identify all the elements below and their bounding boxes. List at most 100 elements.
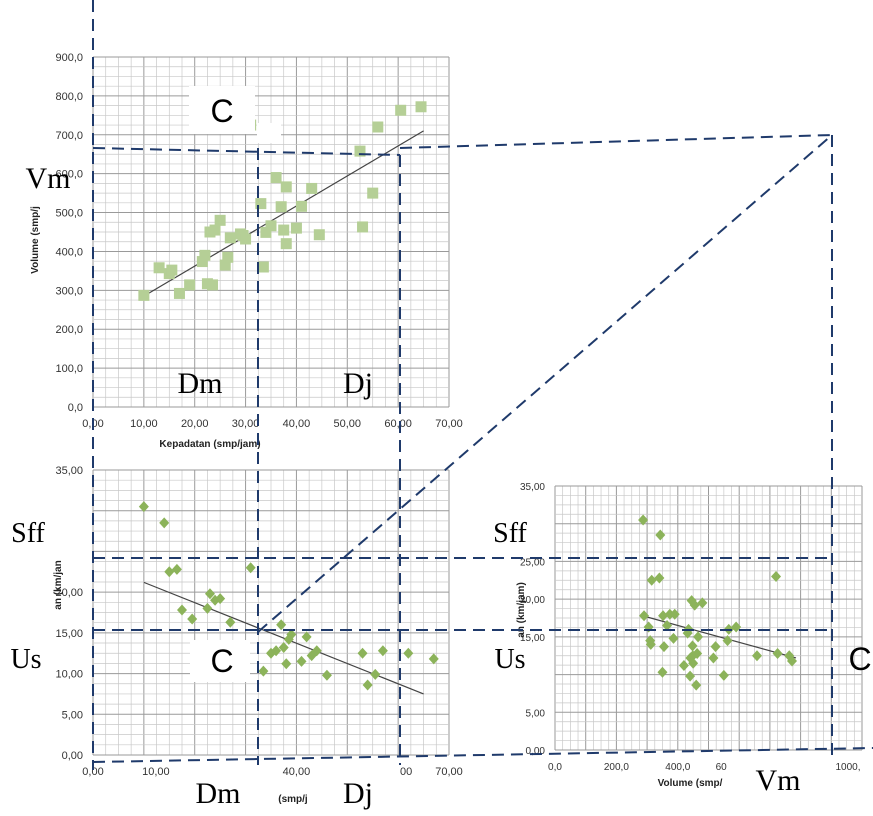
c_label-label: C [848,641,871,677]
data-point [255,198,267,210]
x-tick-label: 40,00 [283,418,311,430]
y-tick-label: 700,0 [55,130,83,142]
data-point [311,645,322,657]
data-point [655,529,666,541]
us-label: Us [494,644,525,675]
dm-label: Dm [196,777,241,810]
data-point [691,679,702,691]
y-axis-title: an (km/jam) [516,582,527,638]
data-point [708,652,719,664]
x-tick-label: 60 [716,762,728,773]
data-point [639,610,650,622]
data-point [196,256,208,268]
y-tick-label: 35,00 [55,465,83,477]
data-point [787,655,798,667]
y-tick-label: 200,0 [55,324,83,336]
data-point [668,632,679,644]
y-tick-label: 500,0 [55,208,83,220]
data-point [153,262,165,274]
data-point [184,279,196,291]
x-tick-label: 200,0 [604,762,629,773]
x-tick-label: 60,00 [384,418,412,430]
data-point [771,571,782,583]
y-tick-label: 15,00 [520,633,545,644]
data-point [204,588,215,600]
data-point [313,229,325,241]
data-point [276,619,287,631]
x-tick-label: 400,0 [665,762,690,773]
dj-label: Dj [343,367,373,400]
data-point [199,249,211,261]
y-tick-label: 300,0 [55,285,83,297]
label-box [189,86,255,134]
y-tick-label: 0,0 [68,402,83,414]
data-point [669,608,680,620]
data-point [685,670,696,682]
data-point [278,224,290,236]
data-point [372,121,384,133]
label-box [490,230,504,270]
data-point [752,650,763,662]
label-box [190,640,250,682]
data-point [271,645,282,657]
data-point [214,214,226,226]
data-point [772,647,783,659]
x-axis-title: Volume (smp/ [658,778,723,789]
y-tick-label: 35,00 [520,482,545,493]
data-point [718,669,729,681]
data-point [159,517,170,529]
y-tick-label: 600,0 [55,169,83,181]
x-axis-title: Kepadatan (smp/jam) [159,439,260,450]
data-point [245,562,256,574]
y-tick-label: 10,00 [55,669,83,681]
data-point [290,222,302,234]
x-tick-label: 20,00 [181,418,209,430]
data-point [257,261,269,273]
data-point [280,181,292,193]
y-tick-label: 20,00 [55,587,83,599]
data-point [209,224,221,236]
data-point [658,641,669,653]
data-point [296,200,308,212]
data-point [710,641,721,653]
y-tick-label: 5,00 [62,709,83,721]
data-point [722,635,733,647]
data-point [138,501,149,513]
data-point [258,665,269,677]
data-point [240,233,252,245]
dm-label: Dm [178,367,223,400]
data-point [280,238,292,250]
data-point [403,647,414,659]
data-point [275,201,287,213]
data-point [301,631,312,643]
data-point [138,289,150,301]
data-point [693,631,704,643]
data-point [357,221,369,233]
y-tick-label: 0,00 [526,746,546,757]
y-tick-label: 25,00 [520,557,545,568]
guide-line [92,147,401,156]
data-point [689,599,700,611]
data-point [187,613,198,625]
y-tick-label: 0,00 [62,750,83,762]
data-point [638,514,649,526]
guide-line [399,134,833,149]
x-tick-label: 1000, [835,762,860,773]
y-tick-label: 20,00 [520,595,545,606]
data-point [225,616,236,628]
data-point [219,259,231,271]
x-tick-label: 10,00 [142,766,170,778]
data-point [177,604,187,616]
data-point [354,145,366,157]
guide-line [257,134,833,633]
c_label-label: C [210,93,233,129]
data-point [697,597,708,609]
data-point [657,666,668,678]
x-axis-title: (smp/j [278,794,308,805]
y-tick-label: 100,0 [55,363,83,375]
data-point [321,669,332,681]
data-point [202,602,213,614]
data-point [678,660,689,672]
data-point [658,610,669,622]
